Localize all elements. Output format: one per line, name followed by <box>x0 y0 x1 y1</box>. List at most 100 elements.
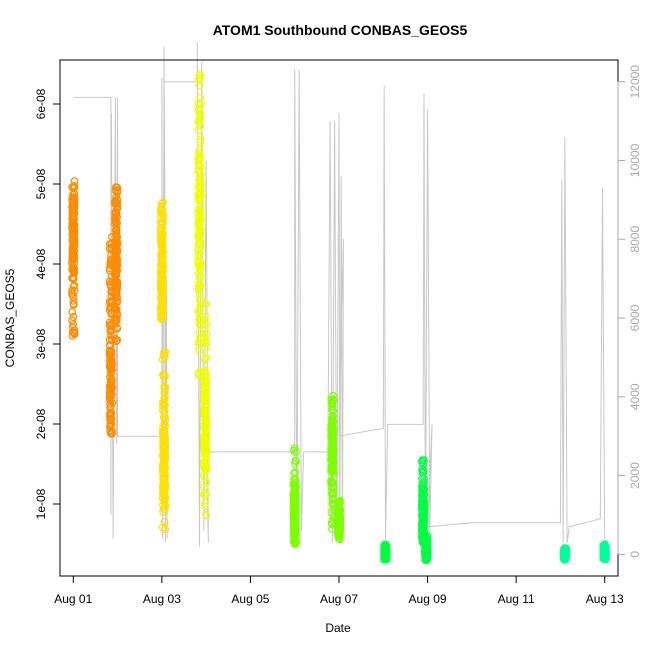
data-point <box>200 499 209 507</box>
data-point <box>202 329 211 338</box>
y-tick-label: 1e-08 <box>34 488 48 519</box>
data-point <box>68 183 77 192</box>
data-point <box>201 447 210 456</box>
x-tick-label: Aug 03 <box>143 592 181 606</box>
x-tick-label: Aug 05 <box>231 592 269 606</box>
data-point <box>290 513 299 522</box>
data-point <box>69 219 78 227</box>
data-point <box>107 384 116 393</box>
data-point <box>200 489 209 498</box>
data-point <box>161 416 170 425</box>
data-point <box>419 484 427 493</box>
data-point <box>107 335 116 343</box>
x-axis-label: Date <box>325 621 351 635</box>
data-point <box>202 344 211 352</box>
data-point <box>111 200 120 208</box>
x-tick-label: Aug 11 <box>498 592 535 606</box>
data-point <box>200 390 209 399</box>
data-point <box>157 305 165 313</box>
y-tick-label: 3e-08 <box>34 328 48 359</box>
data-point <box>156 232 165 240</box>
data-point <box>195 81 204 90</box>
data-point <box>194 191 203 200</box>
data-point <box>68 274 76 283</box>
data-point <box>112 264 121 273</box>
y2-tick-label: 6000 <box>628 304 642 331</box>
data-point <box>108 399 117 407</box>
y2-tick-label: 12000 <box>628 65 642 99</box>
data-point <box>601 552 610 561</box>
data-point <box>196 121 205 130</box>
data-point <box>194 126 203 135</box>
data-point <box>328 416 337 424</box>
data-point <box>158 462 167 470</box>
data-point <box>195 190 204 199</box>
data-point <box>160 504 169 513</box>
data-point <box>196 135 205 144</box>
y-tick-label: 6e-08 <box>34 88 48 119</box>
data-point <box>328 430 337 438</box>
data-point <box>68 202 76 211</box>
data-point <box>202 395 211 403</box>
data-point <box>196 230 205 239</box>
x-tick-label: Aug 01 <box>54 592 92 606</box>
data-point <box>68 328 77 336</box>
data-point <box>289 537 298 546</box>
data-point <box>380 555 389 564</box>
data-point <box>195 175 204 184</box>
data-point <box>70 214 78 223</box>
data-point <box>327 478 336 486</box>
data-point <box>68 316 76 325</box>
data-point <box>194 284 203 293</box>
data-point <box>289 518 298 527</box>
data-point <box>157 227 165 236</box>
data-point <box>157 219 166 228</box>
data-point <box>111 236 120 245</box>
altitude-layer <box>73 42 606 547</box>
data-point <box>111 334 120 343</box>
data-point <box>200 458 209 467</box>
data-point <box>201 431 210 440</box>
chart-title: ATOM1 Southbound CONBAS_GEOS5 <box>213 22 468 38</box>
y2-tick-label: 0 <box>628 551 642 558</box>
data-point <box>107 321 116 330</box>
data-point <box>69 312 78 321</box>
data-point <box>69 231 77 240</box>
altitude-trace <box>73 42 606 547</box>
data-point <box>105 392 114 401</box>
data-point <box>69 197 78 206</box>
data-point <box>202 511 210 519</box>
data-point <box>290 444 299 453</box>
data-point <box>70 209 79 218</box>
data-point <box>159 306 168 315</box>
data-point <box>160 382 169 391</box>
data-point <box>196 250 204 259</box>
data-point <box>69 299 78 308</box>
data-point <box>334 523 343 531</box>
data-point <box>70 286 79 295</box>
data-point <box>200 502 209 511</box>
data-point <box>161 525 170 534</box>
data-point <box>291 456 300 465</box>
data-point <box>111 305 120 314</box>
data-point <box>113 282 122 291</box>
data-point <box>290 490 299 499</box>
data-point <box>113 188 122 197</box>
y-axis: 1e-08 2e-08 3e-08 4e-08 5e-08 6e-08 <box>34 88 61 519</box>
data-point <box>201 409 210 417</box>
data-point <box>69 267 78 275</box>
data-point <box>290 475 299 484</box>
data-point <box>160 353 169 362</box>
data-point <box>328 402 337 411</box>
data-point <box>69 193 78 201</box>
data-point <box>328 485 337 494</box>
data-point <box>335 526 344 535</box>
data-point <box>194 338 203 347</box>
data-point <box>196 71 205 80</box>
data-point <box>112 253 120 262</box>
data-point <box>419 466 428 475</box>
data-point <box>335 535 344 544</box>
data-point <box>196 171 205 180</box>
data-point <box>195 149 204 157</box>
data-point <box>328 464 337 473</box>
